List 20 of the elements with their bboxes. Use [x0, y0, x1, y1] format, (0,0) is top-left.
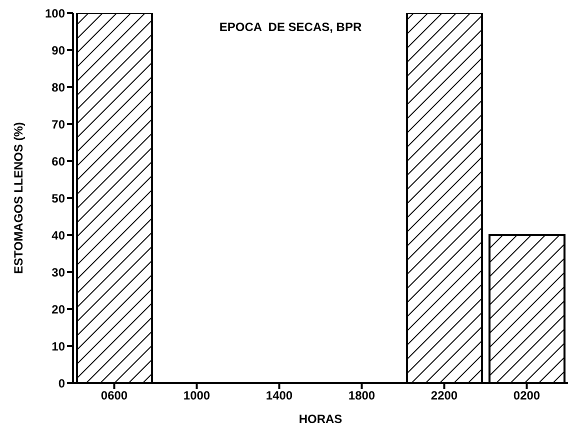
x-tick-label: 2200	[430, 388, 458, 403]
y-tick-label: 50	[52, 191, 66, 206]
x-axis-title: HORAS	[298, 412, 342, 426]
y-axis-title: ESTOMAGOS LLENOS (%)	[11, 122, 26, 274]
text: EPOCA DE SECAS, BPR	[218, 20, 363, 34]
x-tick-label: 0200	[513, 388, 540, 403]
x-tick-label: 1400	[266, 388, 293, 403]
x-tick-label: 1000	[183, 388, 210, 403]
y-tick-label: 0	[58, 376, 66, 390]
y-tick-label: 10	[52, 339, 66, 354]
x-tick-label: 1800	[348, 388, 376, 403]
x-tick-label: 0600	[100, 388, 128, 403]
y-tick-label: 60	[52, 154, 66, 168]
y-tick-label: 90	[52, 43, 66, 58]
y-tick-label: 40	[52, 228, 66, 242]
y-tick-label: 30	[52, 265, 66, 280]
y-tick-label: 70	[52, 117, 66, 132]
y-tick-label: 20	[52, 302, 66, 316]
y-tick-label: 100	[44, 6, 66, 20]
y-tick-label: 80	[52, 80, 66, 94]
